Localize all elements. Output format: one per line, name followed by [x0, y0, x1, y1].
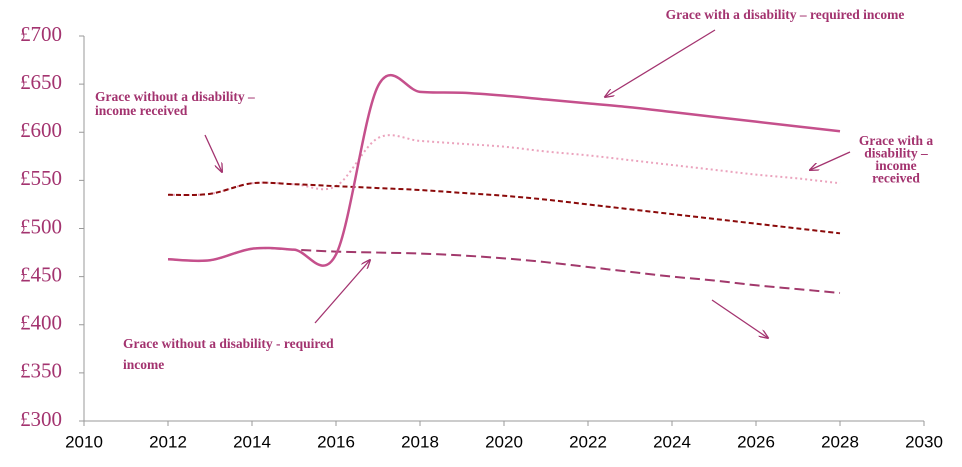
- arrow: [204, 134, 222, 172]
- y-tick-label: £500: [20, 214, 62, 238]
- x-tick-label: 2018: [401, 432, 439, 451]
- series-line: [167, 181, 841, 235]
- annotation: income: [875, 158, 916, 173]
- y-tick-label: £550: [20, 166, 62, 190]
- annotation: received: [872, 171, 920, 186]
- annotation: income received: [95, 103, 188, 118]
- x-tick-label: 2022: [569, 432, 607, 451]
- x-tick-label: 2020: [485, 432, 523, 451]
- y-tick-label: £400: [20, 311, 62, 335]
- y-tick-label: £300: [20, 407, 62, 431]
- arrow: [810, 151, 851, 170]
- annotation: Grace without a disability –: [95, 89, 255, 104]
- series-line: [167, 247, 841, 294]
- arrow: [711, 299, 768, 338]
- annotation: income: [123, 357, 164, 372]
- x-tick-label: 2012: [149, 432, 187, 451]
- y-tick-label: £450: [20, 262, 62, 286]
- x-tick-label: 2026: [737, 432, 775, 451]
- y-tick-label: £650: [20, 70, 62, 94]
- x-tick-label: 2014: [233, 432, 271, 451]
- arrow: [605, 29, 716, 97]
- x-tick-label: 2010: [65, 432, 103, 451]
- annotation: Grace with a: [859, 133, 933, 148]
- x-tick-label: 2028: [821, 432, 859, 451]
- x-tick-label: 2030: [905, 432, 943, 451]
- series-line: [167, 74, 841, 267]
- y-tick-label: £350: [20, 359, 62, 383]
- series-line: [167, 134, 841, 196]
- annotation: Grace with a disability – required incom…: [666, 7, 905, 22]
- y-tick-label: £700: [20, 22, 62, 46]
- x-tick-label: 2016: [317, 432, 355, 451]
- annotation: Grace without a disability - required: [123, 336, 334, 351]
- y-tick-label: £600: [20, 118, 62, 142]
- annotation: disability –: [864, 146, 928, 161]
- x-tick-label: 2024: [653, 432, 691, 451]
- arrow: [314, 260, 370, 324]
